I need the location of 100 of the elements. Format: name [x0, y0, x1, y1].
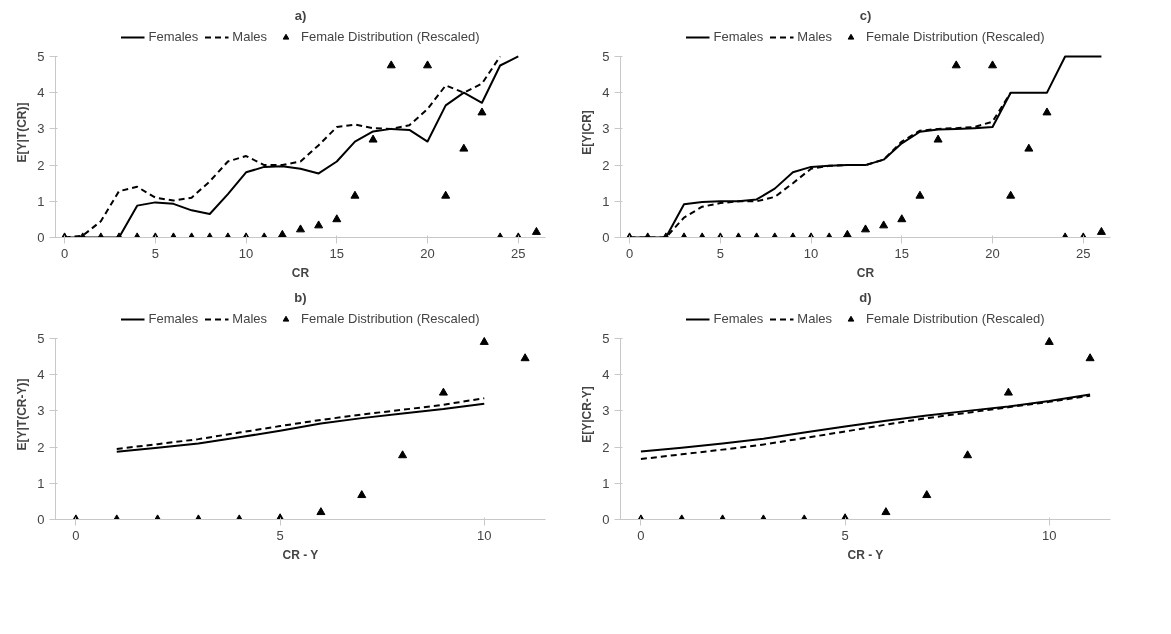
- x-tick-label: 10: [477, 527, 492, 543]
- point: [1085, 353, 1095, 362]
- y-tick-label: 0: [602, 512, 610, 527]
- y-axis-title: E[Y|CR]: [580, 110, 595, 155]
- legend-label: Females: [713, 311, 764, 326]
- point: [881, 507, 891, 516]
- y-tick-label: 1: [37, 475, 45, 491]
- x-tick-label: 0: [625, 245, 634, 261]
- legend-label: Female Distribution (Rescaled): [866, 311, 1045, 326]
- point: [933, 134, 943, 143]
- legend-label: Males: [797, 311, 833, 326]
- y-tick-label: 2: [602, 439, 610, 455]
- x-tick-label: 5: [841, 527, 849, 543]
- point: [915, 190, 925, 199]
- point: [296, 224, 305, 233]
- x-tick-label: 20: [985, 245, 1000, 261]
- y-tick-label: 3: [37, 121, 45, 137]
- point: [1096, 226, 1106, 235]
- x-axis-title: CR: [291, 265, 310, 280]
- x-tick-label: 0: [60, 245, 69, 261]
- x-tick-label: 5: [716, 245, 724, 261]
- point: [963, 450, 973, 459]
- legend-label: Females: [148, 29, 199, 44]
- x-axis-title: CR: [856, 265, 875, 280]
- x-tick-label: 10: [803, 245, 819, 261]
- x-tick-label: 15: [894, 245, 910, 261]
- legend-label: Females: [148, 311, 199, 326]
- point: [350, 190, 360, 199]
- x-tick-label: 0: [72, 527, 80, 543]
- point: [1044, 336, 1054, 345]
- y-axis-title: E[Y|T(CR-Y)]: [15, 378, 30, 451]
- x-tick-label: 25: [511, 245, 526, 261]
- x-axis-title: CR - Y: [847, 547, 884, 562]
- y-tick-label: 1: [37, 193, 45, 209]
- y-tick-label: 3: [37, 403, 45, 419]
- y-tick-label: 5: [602, 330, 610, 346]
- y-tick-label: 4: [37, 367, 45, 383]
- y-tick-label: 2: [602, 157, 610, 173]
- chart-title: a): [294, 7, 307, 23]
- point: [438, 387, 448, 396]
- point: [441, 190, 451, 199]
- point: [879, 220, 889, 229]
- point: [988, 60, 998, 69]
- point: [1024, 143, 1034, 152]
- chart-title: b): [294, 289, 307, 305]
- legend-label: Males: [232, 29, 268, 44]
- y-tick-label: 5: [602, 48, 610, 64]
- y-tick-label: 5: [37, 48, 45, 64]
- point: [332, 214, 342, 223]
- point: [357, 490, 367, 499]
- y-tick-label: 2: [37, 157, 45, 173]
- y-tick-label: 3: [602, 403, 610, 419]
- point: [922, 490, 932, 499]
- chart-title: d): [859, 289, 872, 305]
- x-tick-label: 5: [276, 527, 284, 543]
- x-tick-label: 10: [238, 245, 254, 261]
- point: [314, 220, 324, 229]
- y-tick-label: 4: [37, 85, 45, 101]
- point: [951, 60, 961, 69]
- chart-title: c): [859, 7, 872, 23]
- point: [386, 60, 396, 69]
- point: [398, 450, 408, 459]
- point: [897, 214, 907, 223]
- x-tick-label: 0: [637, 527, 645, 543]
- y-tick-label: 4: [602, 85, 610, 101]
- point: [1006, 190, 1016, 199]
- x-tick-label: 20: [420, 245, 435, 261]
- point: [368, 134, 378, 143]
- point: [520, 353, 530, 362]
- point: [459, 143, 469, 152]
- point: [477, 107, 487, 116]
- legend-label: Females: [713, 29, 764, 44]
- x-tick-label: 10: [1042, 527, 1057, 543]
- y-tick-label: 1: [602, 475, 610, 491]
- point: [277, 229, 287, 238]
- y-axis-title: E[Y|T(CR)]: [15, 102, 30, 163]
- legend-label: Female Distribution (Rescaled): [301, 311, 480, 326]
- point: [1042, 107, 1052, 116]
- x-tick-label: 5: [151, 245, 159, 261]
- y-tick-label: 3: [602, 121, 610, 137]
- y-tick-label: 0: [602, 230, 610, 245]
- point: [423, 60, 433, 69]
- y-tick-label: 0: [37, 512, 45, 527]
- y-tick-label: 1: [602, 193, 610, 209]
- x-axis-title: CR - Y: [282, 547, 319, 562]
- legend-label: Female Distribution (Rescaled): [866, 29, 1045, 44]
- y-axis-title: E[Y|CR-Y]: [580, 386, 595, 443]
- x-tick-label: 25: [1076, 245, 1091, 261]
- legend-label: Males: [797, 29, 833, 44]
- point: [861, 224, 870, 233]
- y-tick-label: 4: [602, 367, 610, 383]
- point: [316, 507, 326, 516]
- y-tick-label: 5: [37, 330, 45, 346]
- point: [842, 229, 852, 238]
- legend-label: Males: [232, 311, 268, 326]
- point: [531, 226, 541, 235]
- point: [1003, 387, 1013, 396]
- x-tick-label: 15: [329, 245, 345, 261]
- legend-label: Female Distribution (Rescaled): [301, 29, 480, 44]
- point: [479, 336, 489, 345]
